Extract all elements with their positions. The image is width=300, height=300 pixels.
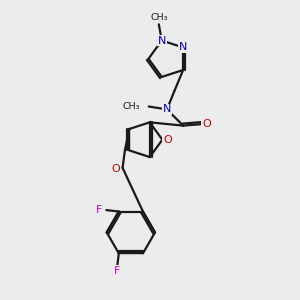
Text: N: N	[163, 104, 171, 114]
Text: CH₃: CH₃	[150, 13, 168, 22]
Text: O: O	[163, 135, 172, 145]
Text: O: O	[202, 119, 211, 129]
Text: N: N	[158, 35, 166, 46]
Text: O: O	[112, 164, 121, 174]
Text: N: N	[179, 43, 187, 52]
Text: F: F	[96, 205, 102, 215]
Text: F: F	[114, 266, 121, 276]
Text: CH₃: CH₃	[123, 102, 140, 111]
